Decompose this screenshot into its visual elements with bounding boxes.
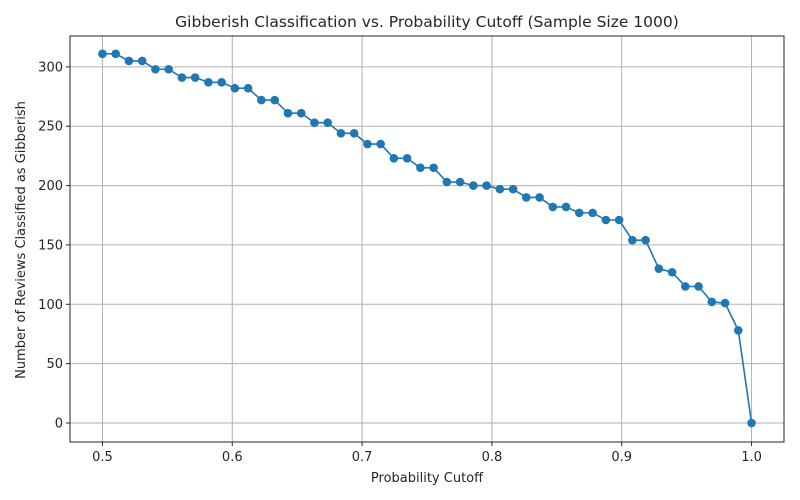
data-point	[111, 49, 120, 59]
y-tick-label: 100	[38, 298, 63, 313]
plot-frame	[69, 35, 785, 443]
data-point	[98, 49, 107, 59]
data-point	[734, 326, 743, 335]
data-point	[455, 177, 465, 187]
data-point	[151, 64, 160, 74]
data-point	[747, 418, 756, 428]
data-point	[296, 108, 306, 118]
data-point	[416, 163, 425, 173]
data-point	[190, 73, 200, 82]
x-tick-label: 0.7	[352, 450, 373, 465]
data-point	[469, 181, 478, 190]
data-point	[363, 139, 372, 149]
data-point	[429, 163, 438, 173]
data-point	[283, 108, 293, 118]
data-point	[694, 282, 703, 291]
data-point	[336, 129, 346, 138]
data-point	[124, 56, 134, 66]
data-point	[588, 208, 597, 218]
series-line	[102, 53, 753, 424]
data-point	[667, 267, 677, 277]
chart-title: Gibberish Classification vs. Probability…	[175, 13, 679, 31]
y-tick-label: 200	[38, 179, 63, 194]
y-tick-label: 250	[38, 120, 63, 135]
y-tick-label: 300	[38, 60, 63, 75]
data-point	[707, 297, 717, 307]
data-point	[614, 215, 624, 225]
data-point	[402, 153, 412, 163]
data-point	[323, 118, 332, 127]
data-point	[137, 56, 147, 66]
data-point	[270, 95, 280, 105]
y-tick-label: 150	[38, 238, 63, 253]
data-point	[720, 298, 730, 308]
data-point	[230, 83, 240, 93]
y-axis-label: Number of Reviews Classified as Gibberis…	[14, 101, 29, 379]
data-point	[217, 77, 226, 87]
data-point	[601, 215, 611, 225]
axis-ticks: 0.5 0.6 0.7 0.8 0.9 1.0 0 50 100 150 200 250 300	[38, 60, 762, 465]
data-point	[548, 202, 558, 212]
data-point	[561, 202, 571, 212]
data-point	[349, 129, 359, 138]
data-point	[177, 73, 187, 82]
data-point	[257, 95, 266, 105]
data-point	[628, 235, 637, 245]
x-tick-label: 0.9	[611, 450, 632, 465]
data-point	[310, 118, 319, 127]
data-point	[164, 64, 173, 74]
data-point	[482, 181, 491, 190]
data-point	[641, 235, 650, 245]
data-point	[243, 83, 253, 93]
data-point	[681, 282, 690, 291]
series-layer	[98, 49, 756, 428]
x-tick-label: 0.8	[482, 450, 503, 465]
data-point	[508, 184, 518, 194]
grid-lines	[70, 36, 784, 442]
x-tick-label: 1.0	[741, 450, 762, 465]
data-point	[376, 139, 385, 149]
data-point	[389, 153, 399, 163]
data-point	[204, 77, 213, 87]
x-tick-label: 0.5	[92, 450, 113, 465]
y-tick-label: 0	[55, 417, 63, 432]
x-axis-label: Probability Cutoff	[371, 471, 484, 486]
x-tick-label: 0.6	[222, 450, 243, 465]
data-point	[574, 208, 584, 218]
data-point	[654, 264, 664, 273]
data-point	[442, 177, 452, 187]
data-point	[495, 184, 505, 194]
data-point	[535, 193, 544, 202]
y-tick-label: 50	[46, 357, 63, 372]
data-point	[522, 193, 531, 202]
